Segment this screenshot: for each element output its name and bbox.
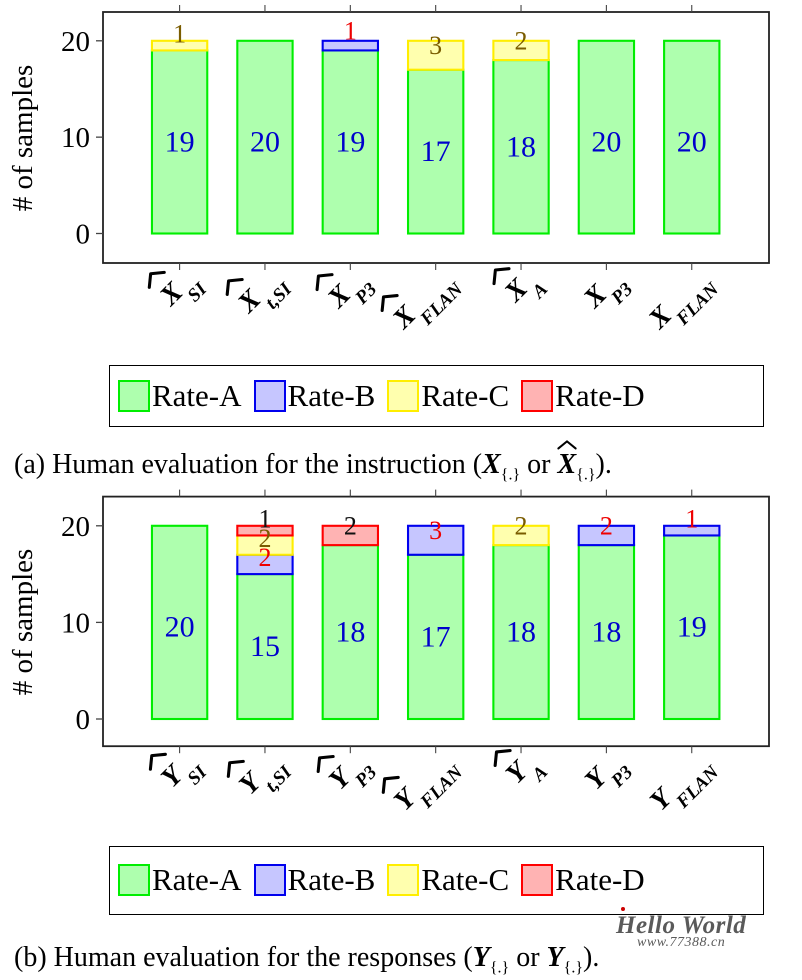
svg-text:20: 20 [61,511,90,543]
svg-text:0: 0 [76,219,91,251]
svg-text:10: 10 [61,607,90,639]
svg-text:19: 19 [335,125,365,158]
svg-text:2: 2 [344,511,357,540]
svg-text:3: 3 [429,31,442,60]
svg-text:20: 20 [591,125,621,158]
svg-text:17: 17 [421,620,451,653]
svg-text:19: 19 [677,611,707,644]
svg-text:1: 1 [685,505,698,534]
svg-text:# of samples: # of samples [7,549,39,696]
svg-text:1: 1 [258,505,271,534]
svg-text:2: 2 [600,511,613,540]
svg-text:1: 1 [344,17,357,46]
svg-text:20: 20 [250,125,280,158]
svg-text:20: 20 [61,26,90,58]
svg-text:17: 17 [421,135,451,168]
svg-text:10: 10 [61,122,90,154]
svg-text:18: 18 [506,130,536,163]
svg-text:20: 20 [677,125,707,158]
svg-text:1: 1 [173,20,186,49]
svg-text:2: 2 [515,511,528,540]
svg-text:# of samples: # of samples [7,65,39,212]
svg-text:20: 20 [165,611,195,644]
svg-text:15: 15 [250,630,280,663]
svg-text:0: 0 [76,704,91,736]
svg-text:3: 3 [429,516,442,545]
svg-text:18: 18 [335,616,365,649]
svg-text:2: 2 [515,26,528,55]
svg-text:19: 19 [165,125,195,158]
svg-text:18: 18 [591,616,621,649]
svg-text:18: 18 [506,616,536,649]
